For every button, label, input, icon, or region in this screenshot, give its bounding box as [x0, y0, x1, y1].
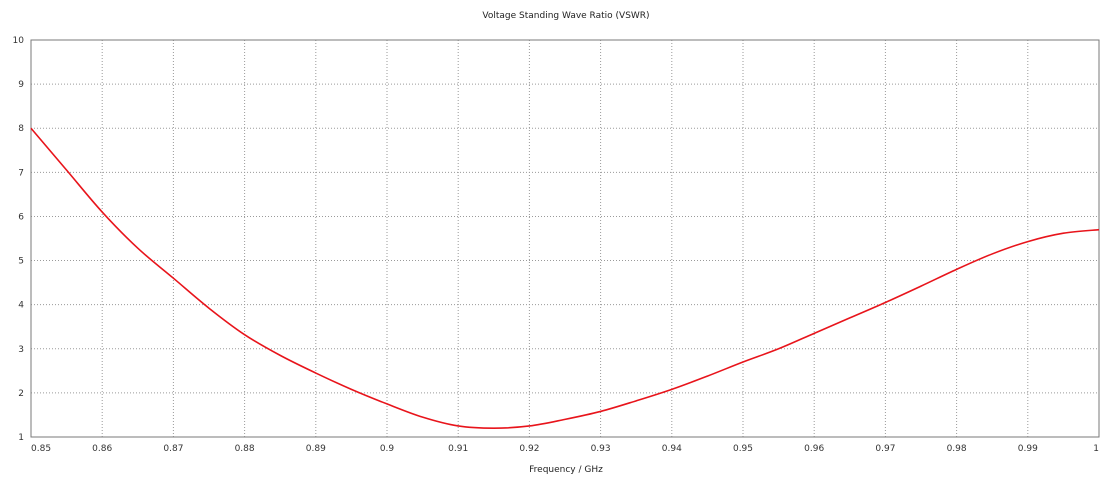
x-tick-label: 0.93: [591, 444, 611, 454]
y-tick-label: 7: [18, 168, 24, 178]
y-tick-label: 4: [18, 301, 24, 311]
y-tick-label: 1: [18, 433, 24, 443]
y-tick-label: 5: [18, 257, 24, 267]
plot-frame: [30, 39, 1100, 438]
x-tick-label: 0.92: [519, 444, 539, 454]
y-axis-ticks: 1 2 3 4 5 6 7 8 9 10: [13, 36, 25, 443]
x-axis-title: Frequency / GHz: [529, 465, 603, 475]
y-tick-label: 2: [18, 389, 24, 399]
y-tick-label: 6: [18, 212, 24, 222]
chart-title: Voltage Standing Wave Ratio (VSWR): [482, 11, 649, 21]
x-tick-label: 0.86: [92, 444, 112, 454]
x-tick-label: 0.89: [306, 444, 326, 454]
y-tick-label: 10: [13, 36, 25, 46]
x-tick-label: 0.96: [804, 444, 824, 454]
x-tick-label: 1: [1093, 444, 1099, 454]
x-tick-label: 0.95: [733, 444, 753, 454]
y-tick-label: 3: [18, 345, 24, 355]
x-axis-ticks: 0.85 0.86 0.87 0.88 0.89 0.9 0.91 0.92 0.93 0.94 0…: [31, 444, 1099, 454]
grid: [30, 39, 1100, 438]
x-tick-label: 0.97: [875, 444, 895, 454]
x-tick-label: 0.87: [163, 444, 183, 454]
x-tick-label: 0.9: [380, 444, 395, 454]
x-tick-label: 0.98: [947, 444, 967, 454]
x-tick-label: 0.88: [235, 444, 255, 454]
series-layer: [30, 127, 1100, 429]
y-tick-label: 9: [18, 80, 24, 90]
vswr-series-line: [30, 127, 1100, 429]
x-tick-label: 0.91: [448, 444, 468, 454]
x-tick-label: 0.99: [1018, 444, 1038, 454]
y-tick-label: 8: [18, 124, 24, 134]
x-tick-label: 0.85: [31, 444, 51, 454]
x-tick-label: 0.94: [662, 444, 682, 454]
